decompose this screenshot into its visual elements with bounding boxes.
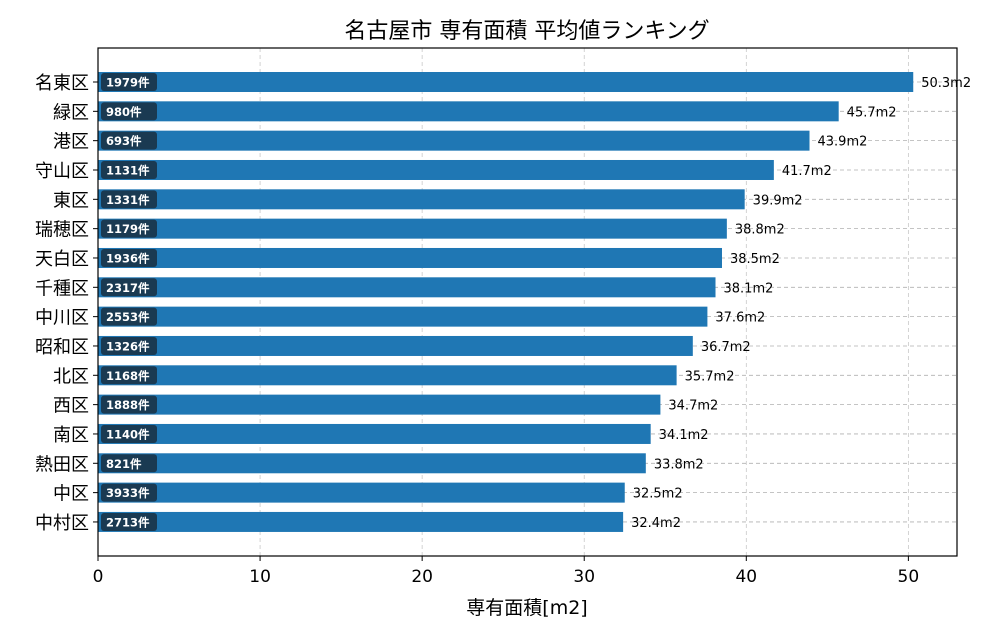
y-tick-label: 南区 <box>53 425 89 446</box>
count-label: 2317件 <box>106 281 150 295</box>
plot-frame <box>97 47 958 557</box>
value-label: 50.3m2 <box>921 76 971 91</box>
y-tick-label: 港区 <box>53 132 89 153</box>
bars <box>98 72 914 532</box>
count-label: 1331件 <box>106 193 150 207</box>
count-badge <box>101 366 157 385</box>
y-tick-label: 中川区 <box>35 308 89 329</box>
count-label: 1888件 <box>106 398 150 412</box>
ticks: 0 10 20 30 40 50 名東区緑区港区守山区東区瑞穂区天白区千種区中川区昭和区北区… <box>35 73 919 587</box>
bar <box>98 482 625 503</box>
count-label: 2713件 <box>106 515 150 529</box>
value-label: 36.7m2 <box>701 340 751 355</box>
bar <box>98 159 774 180</box>
bar <box>98 335 693 356</box>
value-label: 32.5m2 <box>633 487 683 502</box>
y-tick-label: 東区 <box>53 190 89 211</box>
y-tick-label: 守山区 <box>35 161 89 182</box>
bar <box>98 365 677 386</box>
x-tick-label: 30 <box>573 567 595 587</box>
grid <box>97 48 957 556</box>
count-label: 1936件 <box>106 251 150 265</box>
count-badge <box>101 424 157 443</box>
y-tick-label: 熱田区 <box>35 454 89 475</box>
value-label: 37.6m2 <box>715 311 765 326</box>
x-tick-label: 20 <box>411 567 433 587</box>
count-label: 2553件 <box>106 310 150 324</box>
count-label: 821件 <box>106 457 142 471</box>
count-label: 1140件 <box>106 427 150 441</box>
count-label: 693件 <box>106 134 142 148</box>
count-badge <box>101 307 157 326</box>
count-badge <box>101 160 157 179</box>
value-label: 43.9m2 <box>818 135 868 150</box>
y-tick-label: 名東区 <box>35 73 89 94</box>
count-badge <box>101 512 157 531</box>
bar <box>98 247 722 268</box>
count-label: 1326件 <box>106 339 150 353</box>
value-label: 38.5m2 <box>730 252 780 267</box>
value-label: 41.7m2 <box>782 164 832 179</box>
count-badge <box>101 219 157 238</box>
count-badge <box>101 102 157 121</box>
value-label: 38.1m2 <box>724 281 774 296</box>
y-tick-label: 中区 <box>53 484 89 505</box>
count-label: 3933件 <box>106 486 150 500</box>
bar <box>98 130 810 151</box>
y-tick-label: 緑区 <box>53 102 89 123</box>
count-label: 1179件 <box>106 222 150 236</box>
y-tick-label: 北区 <box>53 366 89 387</box>
y-tick-label: 昭和区 <box>35 337 89 358</box>
x-tick-label: 50 <box>898 567 920 587</box>
chart-title: 名古屋市 専有面積 平均値ランキング <box>344 19 709 44</box>
count-badge <box>101 454 157 473</box>
bar <box>98 511 624 532</box>
count-badge <box>101 131 157 150</box>
bar <box>98 218 727 239</box>
y-tick-label: 西区 <box>53 396 89 417</box>
bar <box>98 277 716 298</box>
bar <box>98 306 708 327</box>
x-axis-label: 専有面積[m2] <box>466 597 587 619</box>
bar <box>98 72 914 92</box>
count-badge <box>101 395 157 414</box>
count-label: 1979件 <box>106 76 150 90</box>
count-badge <box>101 336 157 355</box>
value-label: 34.1m2 <box>659 428 709 443</box>
count-badge <box>101 190 157 209</box>
count-label: 1168件 <box>106 369 150 383</box>
bar <box>98 101 839 122</box>
count-badge <box>101 248 157 267</box>
value-label: 35.7m2 <box>685 369 735 384</box>
value-label: 33.8m2 <box>654 457 704 472</box>
value-label: 39.9m2 <box>753 193 803 208</box>
count-label: 980件 <box>106 105 142 119</box>
y-tick-label: 中村区 <box>35 513 89 534</box>
x-tick-label: 40 <box>735 567 757 587</box>
x-tick-label: 0 <box>93 567 104 587</box>
bar <box>98 189 745 210</box>
labels: 1979件 50.3m2 980件 45.7m2 693件 43.9m2 1131件 41.7… <box>101 73 971 531</box>
value-label: 45.7m2 <box>847 105 897 120</box>
bar <box>98 423 651 444</box>
value-label: 32.4m2 <box>631 516 681 531</box>
count-badge <box>101 278 157 297</box>
bar <box>98 394 661 415</box>
count-badge <box>101 73 157 91</box>
count-label: 1131件 <box>106 163 150 177</box>
count-badge <box>101 483 157 502</box>
value-label: 34.7m2 <box>668 399 718 414</box>
y-tick-label: 天白区 <box>35 249 89 270</box>
value-label: 38.8m2 <box>735 223 785 238</box>
bar <box>98 453 646 474</box>
y-tick-label: 千種区 <box>35 278 89 299</box>
y-tick-label: 瑞穂区 <box>35 220 89 241</box>
x-tick-label: 10 <box>249 567 271 587</box>
